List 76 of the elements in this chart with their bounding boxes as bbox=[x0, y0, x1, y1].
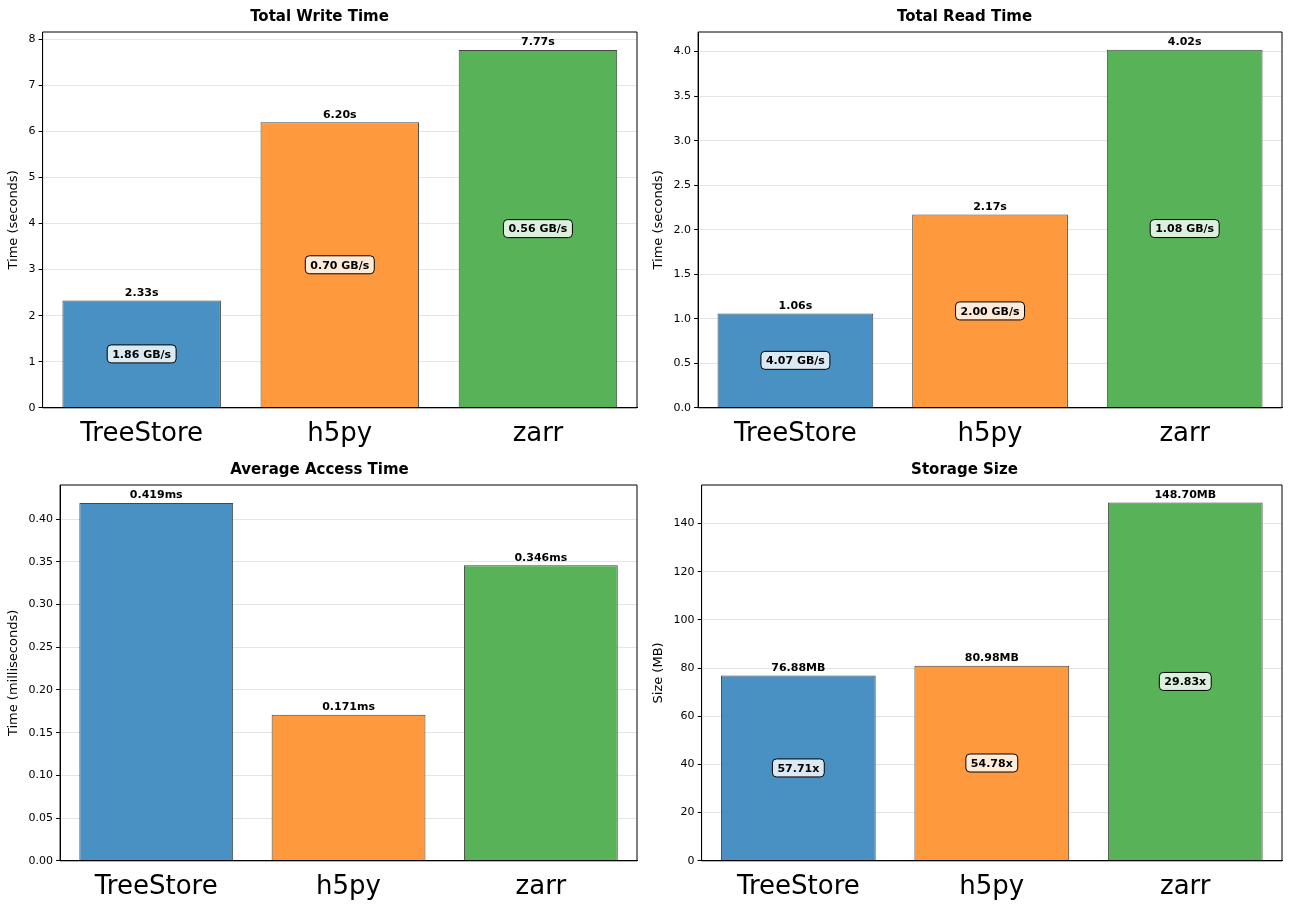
y-tick-label: 0.40 bbox=[28, 512, 54, 526]
data-label: 7.77s bbox=[521, 35, 556, 49]
data-label: 0.346ms bbox=[514, 550, 568, 564]
y-tick-label: 1.0 bbox=[673, 311, 692, 325]
y-tick-label: 2.5 bbox=[673, 178, 692, 192]
data-label: 76.88MB bbox=[771, 660, 826, 674]
y-tick-label: 0.25 bbox=[28, 640, 54, 654]
y-tick-label: 0.0 bbox=[673, 400, 692, 414]
data-label: 2.17s bbox=[973, 199, 1008, 213]
x-tick-label: TreeStore bbox=[732, 417, 857, 448]
y-tick-label: 3.5 bbox=[673, 88, 692, 102]
chart-title: Total Write Time bbox=[250, 6, 389, 25]
data-label: 80.98MB bbox=[964, 651, 1019, 665]
annotation: 1.86 GB/s bbox=[112, 347, 172, 361]
x-tick-label: h5py bbox=[957, 417, 1023, 448]
y-tick-label: 0.05 bbox=[28, 810, 54, 824]
annotation: 2.00 GB/s bbox=[960, 304, 1020, 318]
y-tick-label: 6 bbox=[28, 124, 36, 138]
y-tick-label: 0 bbox=[28, 400, 36, 414]
x-tick-label: zarr bbox=[512, 417, 564, 448]
y-tick-label: 3 bbox=[28, 262, 36, 276]
annotation: 0.70 GB/s bbox=[310, 258, 370, 272]
y-tick-label: 5 bbox=[28, 170, 36, 184]
x-tick-label: TreeStore bbox=[79, 417, 204, 448]
y-tick-label: 2 bbox=[28, 308, 36, 322]
annotation: 4.07 GB/s bbox=[765, 354, 826, 368]
y-tick-label: 4 bbox=[28, 216, 36, 230]
y-tick-label: 1 bbox=[28, 354, 36, 368]
y-axis-title: Time (seconds) bbox=[5, 170, 21, 271]
y-axis-title: Time (seconds) bbox=[650, 170, 666, 271]
chart-title: Storage Size bbox=[911, 459, 1018, 478]
x-tick-label: TreeStore bbox=[735, 870, 860, 901]
y-tick-label: 7 bbox=[28, 78, 36, 92]
y-tick-label: 4.0 bbox=[673, 44, 692, 58]
x-tick-label: zarr bbox=[1159, 417, 1211, 448]
data-label: 0.171ms bbox=[322, 700, 376, 714]
data-label: 1.06s bbox=[778, 298, 813, 312]
chart-title: Average Access Time bbox=[230, 459, 409, 478]
y-tick-label: 0.15 bbox=[28, 725, 54, 739]
x-tick-label: zarr bbox=[1160, 870, 1211, 901]
data-label: 6.20s bbox=[322, 107, 358, 121]
y-axis-title: Time (milliseconds) bbox=[5, 609, 21, 738]
y-tick-label: 40 bbox=[680, 757, 695, 771]
annotation: 57.71x bbox=[777, 761, 820, 775]
annotation: 0.56 GB/s bbox=[508, 222, 568, 236]
y-tick-label: 0 bbox=[687, 853, 695, 867]
y-axis-title: Size (MB) bbox=[650, 642, 666, 704]
y-tick-label: 20 bbox=[680, 805, 695, 819]
y-tick-label: 2.0 bbox=[673, 222, 692, 236]
y-tick-label: 1.5 bbox=[673, 267, 692, 281]
y-tick-label: 0.20 bbox=[28, 682, 54, 696]
y-tick-label: 120 bbox=[673, 564, 695, 578]
data-label: 4.02s bbox=[1167, 35, 1202, 49]
y-tick-label: 80 bbox=[680, 660, 695, 674]
y-tick-label: 0.35 bbox=[28, 554, 54, 568]
x-tick-label: zarr bbox=[515, 870, 567, 901]
annotation: 54.78x bbox=[970, 756, 1013, 770]
y-tick-label: 3.0 bbox=[673, 133, 692, 147]
y-tick-label: 0.10 bbox=[28, 768, 54, 782]
data-label: 2.33s bbox=[124, 285, 159, 299]
x-tick-label: h5py bbox=[316, 870, 382, 901]
annotation: 29.83x bbox=[1164, 675, 1207, 689]
y-tick-label: 8 bbox=[28, 32, 36, 46]
y-tick-label: 100 bbox=[673, 612, 695, 626]
y-tick-label: 60 bbox=[680, 709, 695, 723]
chart-title: Total Read Time bbox=[896, 6, 1033, 25]
data-label: 148.70MB bbox=[1154, 487, 1217, 501]
y-tick-label: 0.00 bbox=[28, 853, 54, 867]
annotation: 1.08 GB/s bbox=[1155, 222, 1215, 236]
y-tick-label: 0.30 bbox=[28, 597, 54, 611]
x-tick-label: h5py bbox=[959, 870, 1025, 901]
y-tick-label: 140 bbox=[673, 516, 695, 530]
data-label: 0.419ms bbox=[129, 488, 184, 502]
x-tick-label: h5py bbox=[307, 417, 373, 448]
y-tick-label: 0.5 bbox=[673, 356, 692, 370]
x-tick-label: TreeStore bbox=[93, 870, 218, 901]
